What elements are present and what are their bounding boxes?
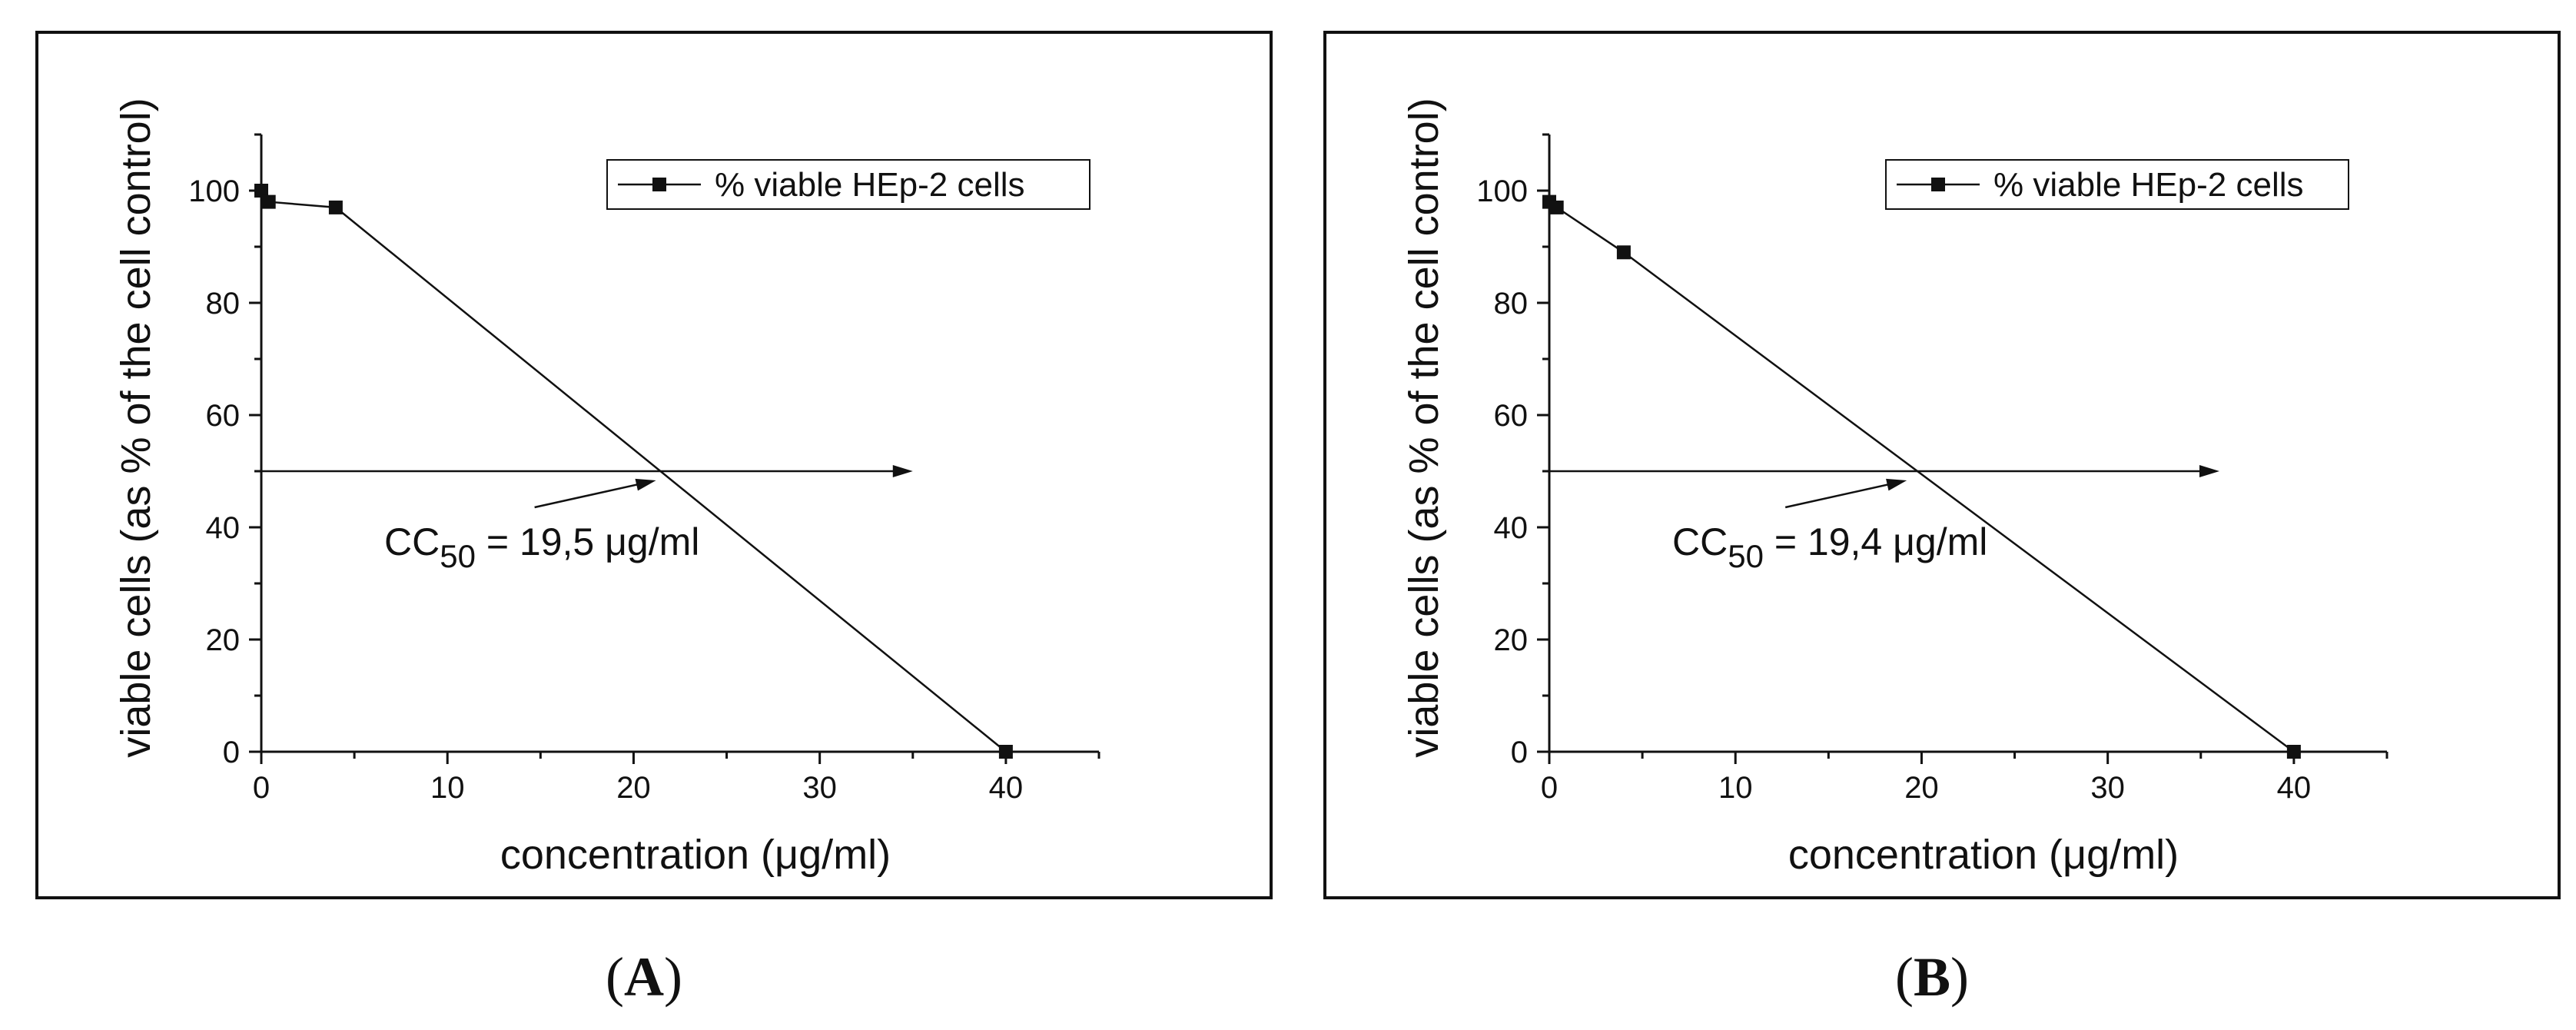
y-tick-label: 100 bbox=[188, 174, 240, 208]
y-tick-label: 40 bbox=[1494, 511, 1529, 545]
y-tick-label: 20 bbox=[206, 623, 241, 657]
data-point bbox=[1616, 245, 1631, 260]
cc50-arrow-line bbox=[1784, 483, 1892, 509]
data-point bbox=[1549, 200, 1564, 214]
x-tick-label: 20 bbox=[1904, 771, 1939, 805]
cc50-arrowhead bbox=[1886, 478, 1907, 491]
y-axis-label: viable cells (as % of the cell control) bbox=[113, 98, 159, 757]
chart-a: 0 20 40 60 80 100 0 10 20 30 40 concentration (μg/m… bbox=[35, 31, 1273, 899]
cc50-prefix: CC bbox=[384, 520, 440, 563]
y-tick-label: 80 bbox=[206, 287, 241, 321]
cc50-arrowhead bbox=[635, 478, 656, 491]
y-tick-label: 0 bbox=[223, 736, 240, 769]
reference-arrowhead bbox=[892, 465, 913, 477]
data-point bbox=[254, 184, 268, 198]
cc50-value: = 19,5 μg/ml bbox=[476, 520, 699, 563]
x-tick-label: 30 bbox=[2090, 771, 2125, 805]
cc50-annotation: CC50 = 19,4 μg/ml bbox=[1672, 520, 1987, 574]
y-tick-label: 0 bbox=[1511, 736, 1528, 769]
chart-frame bbox=[35, 31, 1273, 899]
chart-frame bbox=[1323, 31, 2561, 899]
data-point bbox=[328, 200, 343, 214]
x-axis-label: concentration (μg/ml) bbox=[1788, 832, 2179, 878]
x-tick-label: 10 bbox=[1718, 771, 1753, 805]
cc50-subscript: 50 bbox=[1728, 538, 1764, 574]
x-tick-label: 30 bbox=[802, 771, 837, 805]
x-tick-label: 40 bbox=[989, 771, 1024, 805]
y-tick-label: 100 bbox=[1476, 174, 1528, 208]
chart-b: 0 20 40 60 80 100 0 10 20 30 40 concentration (μg/m… bbox=[1323, 31, 2561, 899]
x-axis-label: concentration (μg/ml) bbox=[500, 832, 891, 878]
legend-marker-sample bbox=[1931, 178, 1945, 191]
y-tick-label: 40 bbox=[206, 511, 241, 545]
x-tick-label: 0 bbox=[1541, 771, 1558, 805]
y-tick-label: 60 bbox=[1494, 399, 1529, 433]
x-tick-label: 10 bbox=[430, 771, 465, 805]
reference-arrowhead bbox=[2199, 465, 2219, 477]
cc50-annotation: CC50 = 19,5 μg/ml bbox=[384, 520, 699, 574]
panel-caption-b: (B) bbox=[1895, 946, 1969, 1008]
x-tick-label: 20 bbox=[616, 771, 651, 805]
cc50-prefix: CC bbox=[1672, 520, 1728, 563]
y-tick-label: 80 bbox=[1494, 287, 1529, 321]
y-tick-label: 60 bbox=[206, 399, 241, 433]
x-tick-label: 0 bbox=[253, 771, 270, 805]
cc50-arrow-line bbox=[534, 483, 642, 509]
cc50-value: = 19,4 μg/ml bbox=[1764, 520, 1987, 563]
panel-caption-a: (A) bbox=[606, 946, 682, 1008]
legend-entry: % viable HEp-2 cells bbox=[715, 166, 1025, 204]
data-point bbox=[998, 745, 1013, 759]
legend-marker-sample bbox=[652, 178, 666, 191]
data-point bbox=[2286, 745, 2301, 759]
figure-panel-b: 0 20 40 60 80 100 0 10 20 30 40 concentration (μg/m… bbox=[1288, 0, 2576, 1030]
series-line bbox=[1549, 201, 2295, 753]
legend-entry: % viable HEp-2 cells bbox=[1993, 166, 2304, 204]
figure-panel-a: 0 20 40 60 80 100 0 10 20 30 40 concentration (μg/m… bbox=[35, 31, 1273, 1008]
x-tick-label: 40 bbox=[2277, 771, 2312, 805]
y-tick-label: 20 bbox=[1494, 623, 1529, 657]
cc50-subscript: 50 bbox=[440, 538, 476, 574]
panel-label-a: A bbox=[624, 946, 664, 1008]
y-axis-label: viable cells (as % of the cell control) bbox=[1401, 98, 1447, 757]
data-point bbox=[261, 194, 276, 209]
panel-label-b: B bbox=[1913, 946, 1951, 1008]
